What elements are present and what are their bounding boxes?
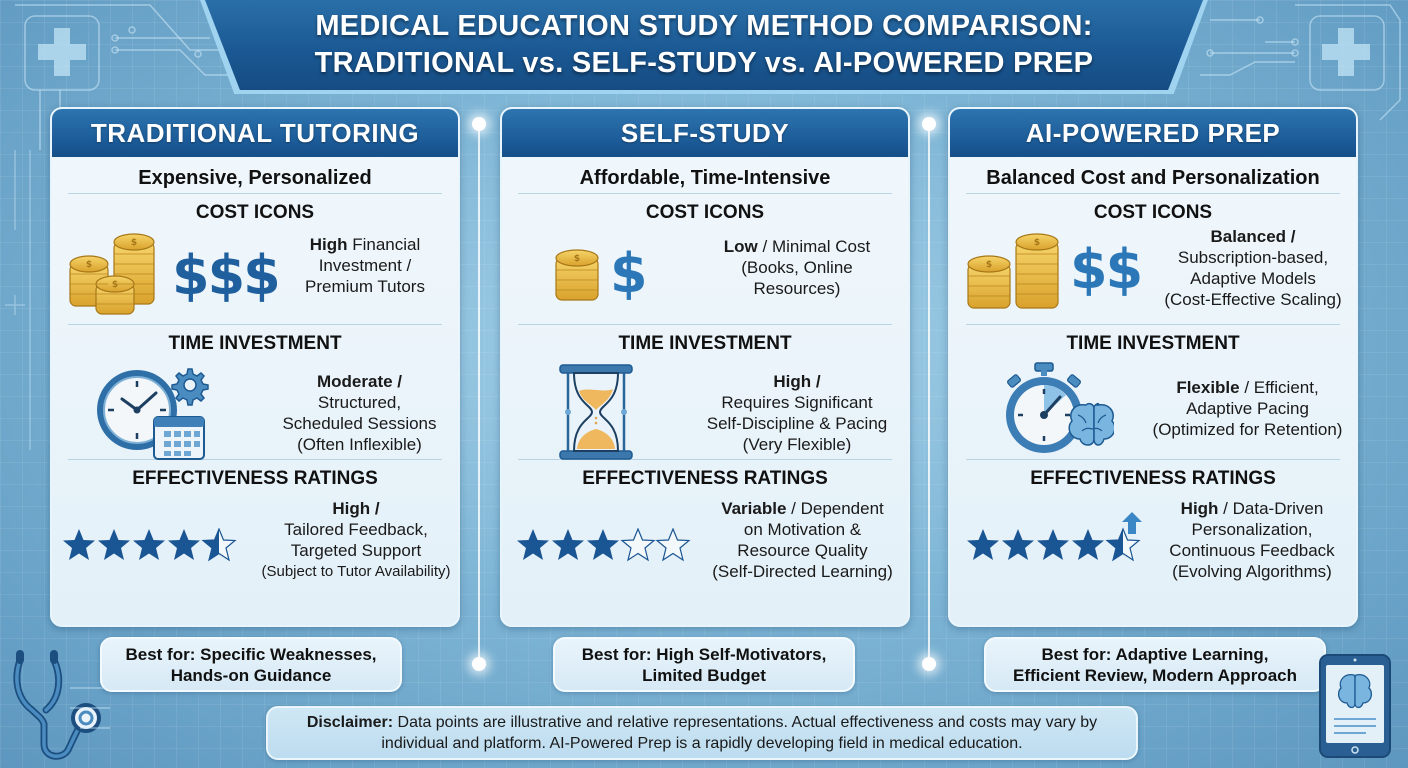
svg-text:$: $ bbox=[574, 254, 580, 264]
section-title-time: TIME INVESTMENT bbox=[618, 333, 792, 354]
effectiveness-row: High / Data-Driven Personalization, Cont… bbox=[950, 492, 1356, 602]
cost-row: $ $ $ $$$ High Financial Investment / Prem… bbox=[52, 226, 458, 324]
divider bbox=[68, 459, 442, 460]
medical-cross-icon bbox=[1200, 4, 1401, 121]
circuit-lines bbox=[5, 150, 31, 450]
column-subtitle: Affordable, Time-Intensive bbox=[579, 167, 831, 189]
column-header: SELF-STUDY bbox=[502, 109, 908, 157]
coin-stacks-icon: $$ bbox=[967, 233, 1059, 309]
cost-dollar-signs: $$ bbox=[1070, 238, 1143, 301]
time-description: High / Requires Significant Self-Discipl… bbox=[706, 372, 888, 454]
trend-up-arrow-icon bbox=[1122, 512, 1142, 534]
cost-description: High Financial Investment / Premium Tuto… bbox=[305, 235, 425, 296]
column-subtitle: Balanced Cost and Personalization bbox=[986, 167, 1320, 189]
hourglass-icon bbox=[559, 364, 633, 460]
column-header: TRADITIONAL TUTORING bbox=[52, 109, 458, 157]
coin-stack-icon: $ bbox=[555, 249, 599, 301]
column-ai-powered-prep: AI-POWERED PREP Balanced Cost and Person… bbox=[948, 107, 1358, 627]
tablet-brain-icon bbox=[1319, 654, 1391, 758]
effectiveness-row: High / Tailored Feedback, Targeted Suppo… bbox=[52, 492, 458, 602]
connector-line bbox=[928, 124, 930, 664]
clock-calendar-gear-icon bbox=[97, 368, 209, 460]
time-row: Flexible / Efficient, Adaptive Pacing (O… bbox=[950, 357, 1356, 459]
effectiveness-description: High / Data-Driven Personalization, Cont… bbox=[1169, 499, 1335, 581]
divider bbox=[966, 324, 1340, 325]
title-banner bbox=[205, 0, 1203, 90]
divider bbox=[518, 324, 892, 325]
star-rating-4.5 bbox=[63, 528, 236, 561]
star-rating-3 bbox=[517, 528, 690, 561]
section-title-effectiveness: EFFECTIVENESS RATINGS bbox=[1030, 468, 1276, 489]
svg-text:$: $ bbox=[86, 260, 92, 270]
divider bbox=[68, 324, 442, 325]
divider bbox=[518, 193, 892, 194]
time-row: High / Requires Significant Self-Discipl… bbox=[502, 357, 908, 460]
cost-dollar-signs: $$$ bbox=[172, 244, 281, 307]
section-title-time: TIME INVESTMENT bbox=[1066, 333, 1240, 354]
connector-line bbox=[478, 124, 480, 664]
section-title-cost: COST ICONS bbox=[1093, 202, 1213, 223]
best-for-self-study: Best for: High Self-Motivators, Limited … bbox=[553, 637, 855, 692]
section-title-effectiveness: EFFECTIVENESS RATINGS bbox=[132, 468, 378, 489]
cost-description: Low / Minimal Cost (Books, Online Resour… bbox=[723, 237, 871, 298]
svg-text:$: $ bbox=[986, 260, 992, 270]
svg-text:$: $ bbox=[131, 238, 137, 248]
connector-node bbox=[922, 117, 936, 131]
stethoscope-icon bbox=[13, 650, 110, 760]
cost-row: $ $ Low / Minimal Cost (Books, Online Re… bbox=[502, 226, 908, 324]
stopwatch-brain-icon bbox=[1006, 362, 1114, 453]
cost-row: $ $ $$ Balanced / Subscription-based, Ada… bbox=[950, 226, 1356, 324]
column-header: AI-POWERED PREP bbox=[950, 109, 1356, 157]
coin-stacks-icon: $ $ $ bbox=[69, 233, 155, 315]
medical-cross-icon bbox=[15, 4, 245, 150]
best-for-ai-powered: Best for: Adaptive Learning, Efficient R… bbox=[984, 637, 1326, 692]
column-subtitle: Expensive, Personalized bbox=[138, 167, 372, 189]
cost-dollar-signs: $ bbox=[610, 242, 648, 305]
title-line-2: TRADITIONAL vs. SELF-STUDY vs. AI-POWERE… bbox=[314, 47, 1094, 79]
time-description: Flexible / Efficient, Adaptive Pacing (O… bbox=[1152, 378, 1343, 439]
effectiveness-description: Variable / Dependent on Motivation & Res… bbox=[712, 499, 893, 581]
divider bbox=[966, 459, 1340, 460]
divider bbox=[966, 193, 1340, 194]
section-title-time: TIME INVESTMENT bbox=[168, 333, 342, 354]
page-title: MEDICAL EDUCATION STUDY METHOD COMPARISO… bbox=[205, 8, 1203, 82]
cost-description: Balanced / Subscription-based, Adaptive … bbox=[1164, 227, 1342, 309]
column-self-study: SELF-STUDY Affordable, Time-Intensive CO… bbox=[500, 107, 910, 627]
disclaimer-box: Disclaimer: Data points are illustrative… bbox=[266, 706, 1138, 760]
section-title-cost: COST ICONS bbox=[645, 202, 765, 223]
column-traditional-tutoring: TRADITIONAL TUTORING Expensive, Personal… bbox=[50, 107, 460, 627]
effectiveness-description: High / Tailored Feedback, Targeted Suppo… bbox=[261, 499, 451, 580]
effectiveness-row: Variable / Dependent on Motivation & Res… bbox=[502, 492, 908, 602]
star-rating-4.5-trending-up bbox=[967, 512, 1142, 561]
connector-node bbox=[472, 117, 486, 131]
title-line-1: MEDICAL EDUCATION STUDY METHOD COMPARISO… bbox=[315, 10, 1093, 42]
divider bbox=[68, 193, 442, 194]
connector-node bbox=[922, 657, 936, 671]
time-row: Moderate / Structured, Scheduled Session… bbox=[52, 357, 458, 460]
svg-text:$: $ bbox=[112, 280, 118, 290]
divider bbox=[518, 459, 892, 460]
connector-node bbox=[472, 657, 486, 671]
svg-text:$: $ bbox=[1034, 238, 1040, 248]
best-for-traditional: Best for: Specific Weaknesses, Hands-on … bbox=[100, 637, 402, 692]
time-description: Moderate / Structured, Scheduled Session… bbox=[282, 372, 437, 454]
section-title-effectiveness: EFFECTIVENESS RATINGS bbox=[582, 468, 828, 489]
section-title-cost: COST ICONS bbox=[195, 202, 315, 223]
